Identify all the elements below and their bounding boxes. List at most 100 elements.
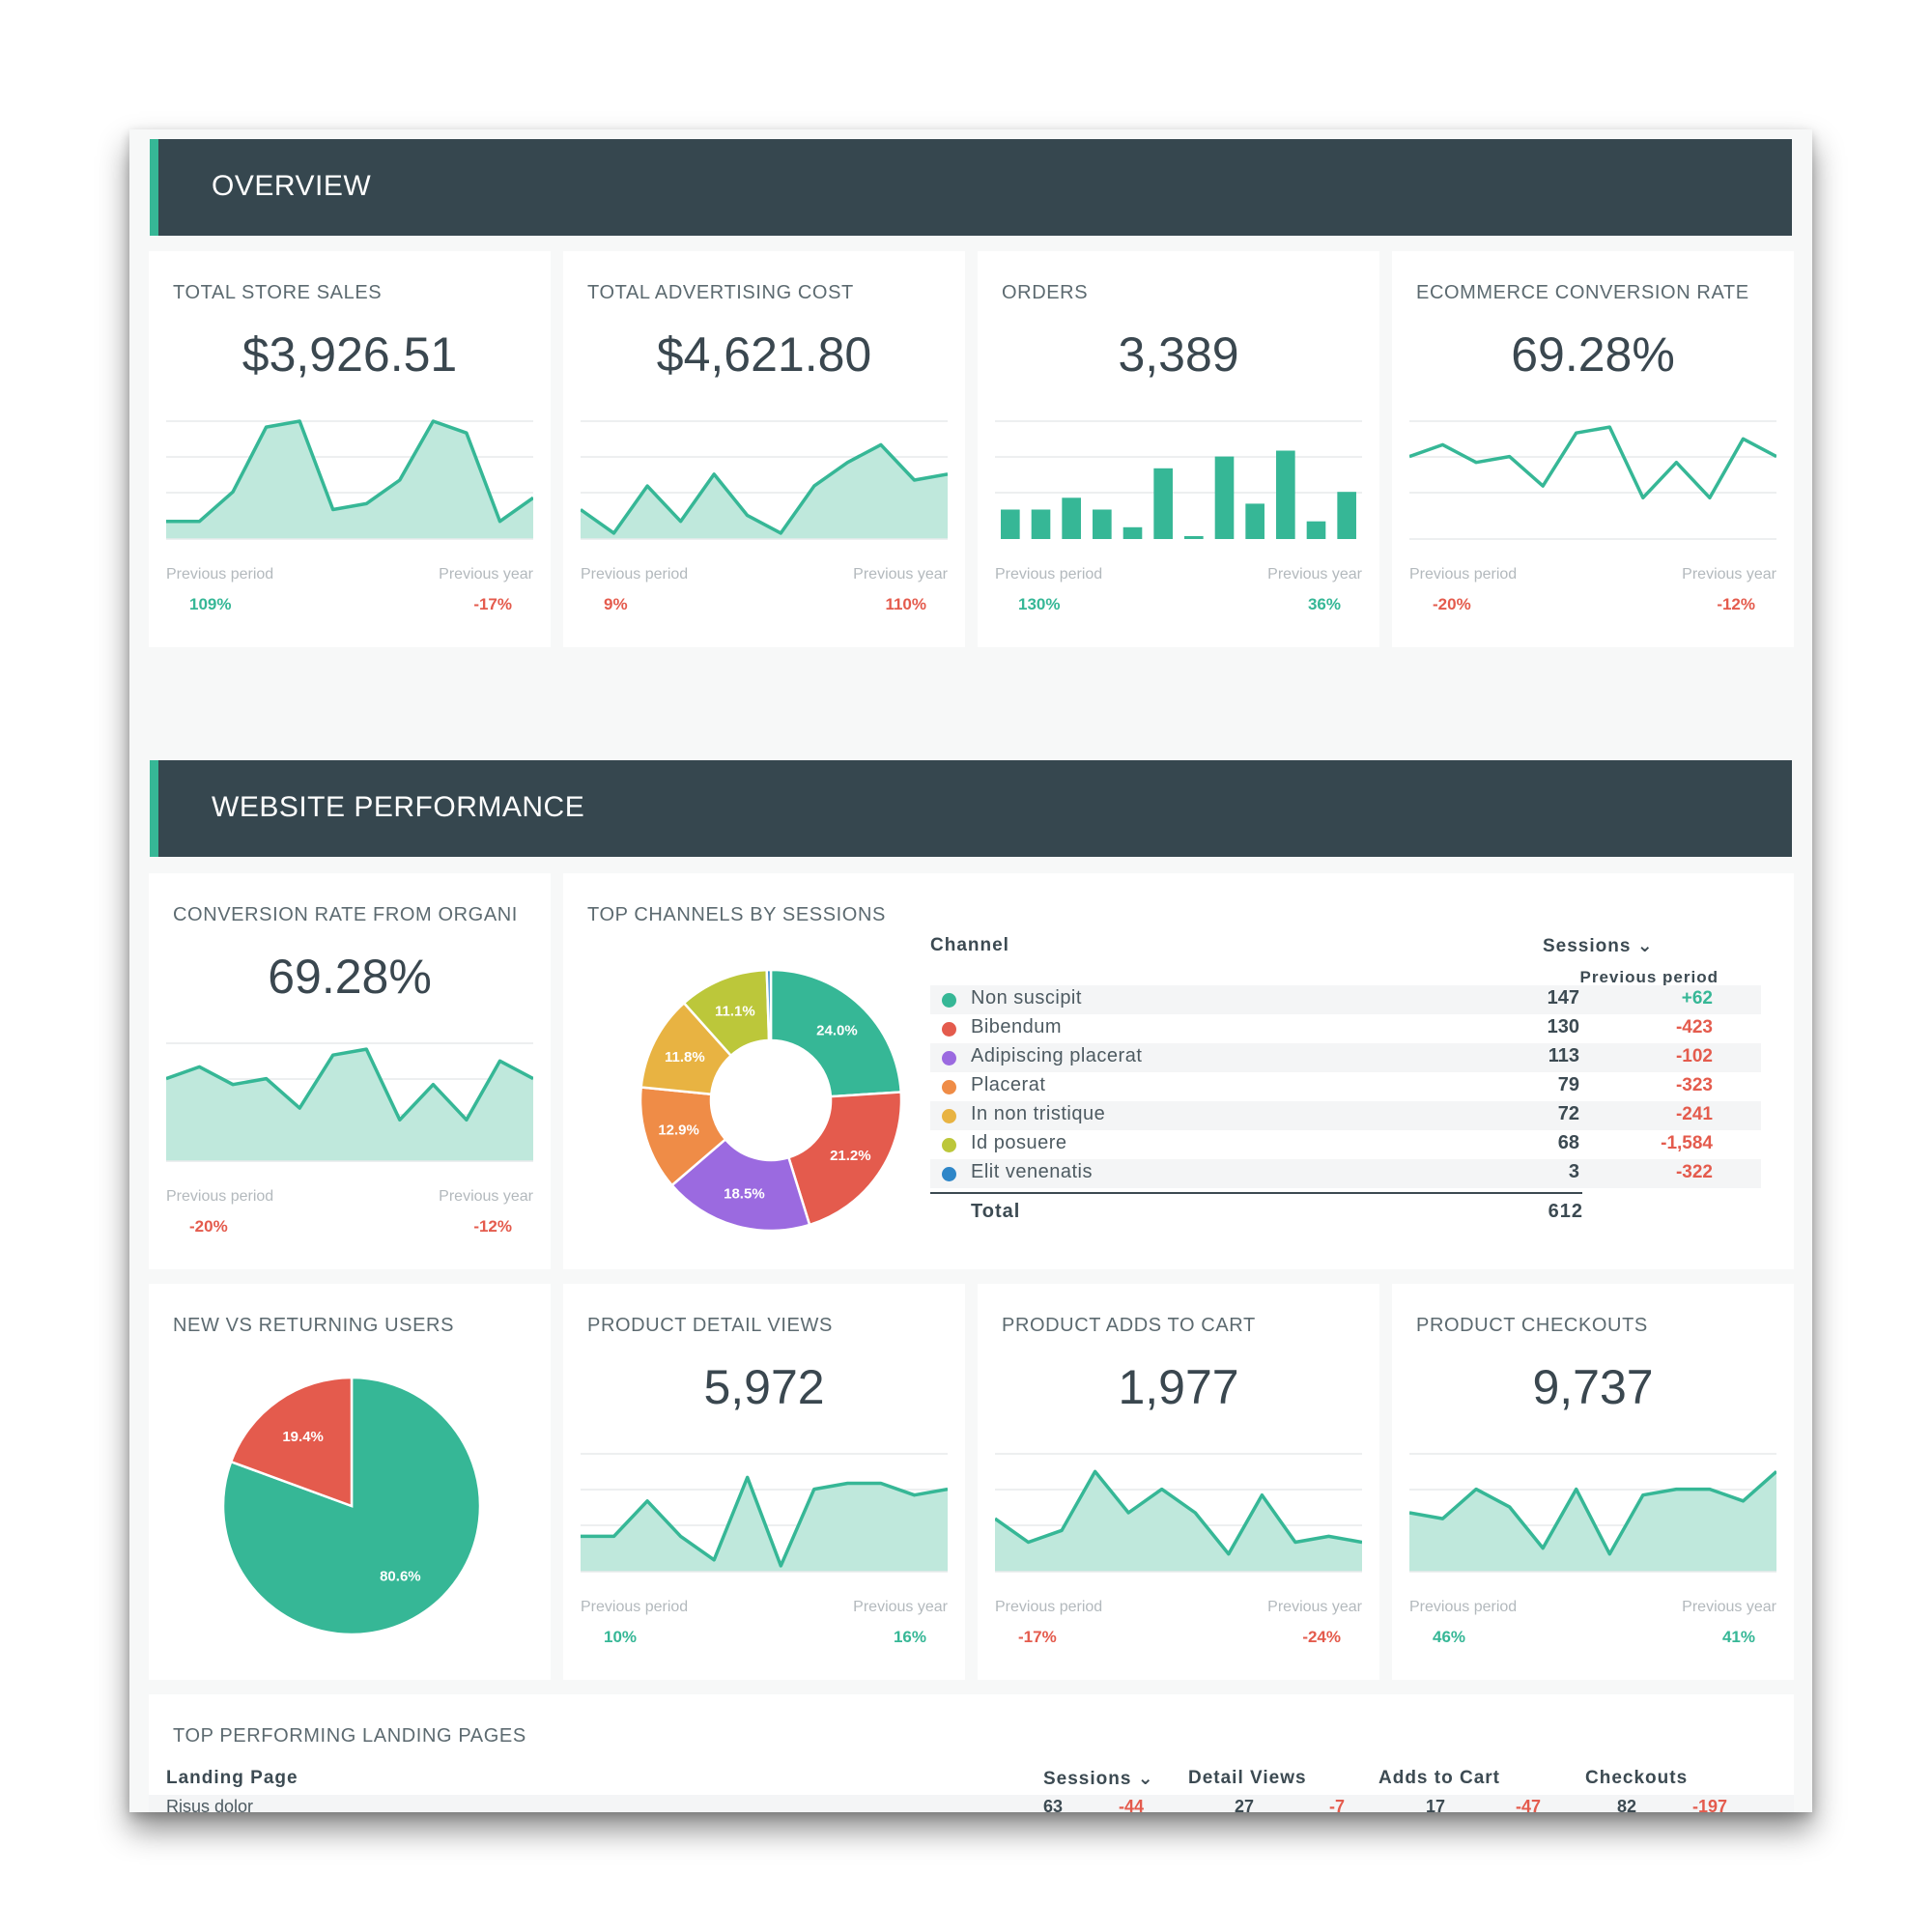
kpi-value: $3,926.51 — [242, 327, 458, 382]
series-line — [166, 419, 533, 524]
card-title: ECOMMERCE CONVERSION RATE — [1416, 282, 1749, 303]
table-row[interactable]: Id posuere 68 -1,584 — [930, 1130, 1761, 1159]
previous-period-change: -17% — [1018, 1628, 1057, 1646]
channel-name: Bibendum — [971, 1016, 1063, 1037]
previous-year-label: Previous year — [853, 566, 948, 582]
previous-period-label: Previous period — [1409, 1599, 1518, 1615]
card-title: PRODUCT ADDS TO CART — [1002, 1315, 1256, 1336]
orders-card[interactable]: ORDERS 3,389 Previous period Previous ye… — [978, 251, 1379, 647]
website-performance-title: WEBSITE PERFORMANCE — [212, 791, 585, 823]
slice-label: 11.1% — [715, 1003, 755, 1019]
detail-views-value: 27 — [1235, 1797, 1255, 1812]
total-advertising-cost-card[interactable]: TOTAL ADVERTISING COST $4,621.80 Previou… — [563, 251, 965, 647]
channel-column-header: Channel — [930, 935, 1009, 955]
sessions-delta: -44 — [1119, 1797, 1145, 1812]
kpi-value: 9,737 — [1532, 1360, 1654, 1414]
previous-period-label: Previous period — [166, 566, 274, 582]
slice — [229, 1376, 354, 1508]
channel-name: Adipiscing placerat — [971, 1045, 1143, 1066]
kpi-value: 5,972 — [703, 1360, 825, 1414]
product-checkouts-card[interactable]: PRODUCT CHECKOUTS 9,737 Previous period … — [1392, 1284, 1794, 1680]
series-line — [1409, 1469, 1776, 1556]
kpi-value: 69.28% — [1511, 327, 1675, 382]
sparkline-chart — [166, 419, 533, 540]
channel-sessions: 130 — [1547, 1016, 1579, 1037]
bar — [1184, 535, 1204, 539]
card-title: TOTAL ADVERTISING COST — [587, 282, 854, 303]
previous-period-change: 10% — [604, 1628, 638, 1646]
channels-donut-chart: 24.0% 21.2% 18.5% 12.9% 11.8% 11.1% — [639, 968, 903, 1233]
previous-year-change: -12% — [1717, 595, 1755, 613]
channel-previous-change: -241 — [1675, 1104, 1713, 1124]
line-chart — [1409, 420, 1776, 540]
previous-year-label: Previous year — [1267, 566, 1362, 582]
channel-sessions: 113 — [1548, 1045, 1579, 1066]
series-line — [581, 1475, 948, 1568]
table-row[interactable]: Adipiscing placerat 113 -102 — [930, 1043, 1761, 1072]
legend-dot — [942, 1022, 956, 1037]
channel-name: Id posuere — [971, 1132, 1067, 1153]
bar — [1153, 468, 1173, 539]
previous-year-label: Previous year — [1267, 1599, 1362, 1615]
previous-year-change: 36% — [1307, 595, 1341, 613]
bar — [1245, 503, 1264, 539]
slice — [669, 1137, 811, 1233]
total-label: Total — [971, 1201, 1021, 1222]
slice — [786, 1091, 903, 1227]
sessions-header-label: Sessions — [1043, 1769, 1132, 1789]
previous-period-label: Previous period — [995, 1599, 1103, 1615]
series-line — [166, 1047, 533, 1122]
legend-dot — [942, 1080, 956, 1094]
legend-dot — [942, 1167, 956, 1181]
sessions-value: 63 — [1043, 1797, 1064, 1812]
chevron-down-icon: ⌄ — [1137, 1769, 1154, 1789]
table-row[interactable] — [149, 1795, 1794, 1812]
conversion-rate-organic-card[interactable]: CONVERSION RATE FROM ORGANI 69.28% Previ… — [149, 873, 551, 1269]
previous-year-label: Previous year — [853, 1599, 948, 1615]
top-channels-card: TOP CHANNELS BY SESSIONS 24.0% 21.2% 18.5%… — [563, 873, 1794, 1269]
top-landing-pages-card: TOP PERFORMING LANDING PAGES Landing Pag… — [149, 1694, 1794, 1812]
table-row[interactable]: Bibendum 130 -423 — [930, 1014, 1761, 1043]
total-store-sales-card[interactable]: TOTAL STORE SALES $3,926.51 Previous per… — [149, 251, 551, 647]
sessions-sort-header[interactable]: Sessions ⌄ — [1543, 935, 1654, 957]
adds-to-cart-value: 17 — [1426, 1797, 1446, 1812]
previous-year-change: -17% — [473, 595, 512, 613]
channels-table: Channel Sessions ⌄ Previous period Non s… — [930, 873, 1780, 1269]
sessions-header-label: Sessions — [1543, 936, 1632, 956]
table-row[interactable]: In non tristique 72 -241 — [930, 1101, 1761, 1130]
card-title: PRODUCT DETAIL VIEWS — [587, 1315, 833, 1336]
adds-to-cart-delta: -47 — [1516, 1797, 1542, 1812]
adds-to-cart-header: Adds to Cart — [1378, 1768, 1500, 1788]
area-fill — [995, 1471, 1362, 1572]
ecommerce-conversion-rate-card[interactable]: ECOMMERCE CONVERSION RATE 69.28% Previou… — [1392, 251, 1794, 647]
series-line — [995, 1469, 1362, 1556]
card-title: TOTAL STORE SALES — [173, 282, 383, 303]
previous-period-change: 109% — [189, 595, 232, 613]
table-row[interactable]: Non suscipit 147 +62 — [930, 985, 1761, 1014]
area-fill — [166, 421, 533, 539]
overview-header: OVERVIEW — [150, 139, 1792, 236]
checkouts-value: 82 — [1617, 1797, 1637, 1812]
channel-name: Placerat — [971, 1074, 1046, 1095]
overview-title: OVERVIEW — [212, 170, 372, 202]
previous-year-label: Previous year — [439, 1188, 533, 1205]
channel-previous-change: -322 — [1675, 1162, 1713, 1182]
landing-page-name[interactable]: Risus dolor — [166, 1797, 254, 1812]
card-title: TOP PERFORMING LANDING PAGES — [173, 1725, 526, 1747]
table-row[interactable]: Elit venenatis 3 -322 — [930, 1159, 1761, 1188]
card-title: CONVERSION RATE FROM ORGANI — [173, 904, 518, 925]
channel-previous-change: -1,584 — [1661, 1133, 1713, 1153]
sessions-sort-header[interactable]: Sessions ⌄ — [1043, 1768, 1154, 1790]
table-row[interactable]: Placerat 79 -323 — [930, 1072, 1761, 1101]
channel-sessions: 147 — [1547, 987, 1579, 1009]
kpi-value: 1,977 — [1118, 1360, 1239, 1414]
product-adds-to-cart-card[interactable]: PRODUCT ADDS TO CART 1,977 Previous peri… — [978, 1284, 1379, 1680]
card-title: NEW VS RETURNING USERS — [173, 1315, 455, 1336]
slice-label: 19.4% — [282, 1429, 324, 1445]
channel-previous-change: +62 — [1681, 988, 1713, 1009]
sparkline-chart — [581, 1453, 948, 1573]
slice-label: 80.6% — [380, 1568, 421, 1584]
website-performance-header: WEBSITE PERFORMANCE — [150, 760, 1792, 857]
bar — [1093, 509, 1112, 539]
product-detail-views-card[interactable]: PRODUCT DETAIL VIEWS 5,972 Previous peri… — [563, 1284, 965, 1680]
